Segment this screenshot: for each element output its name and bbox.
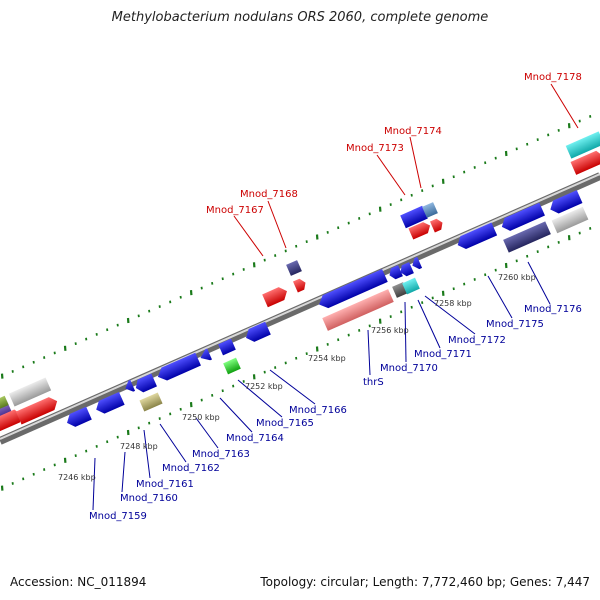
gene-arrow[interactable] — [286, 260, 302, 276]
scale-label: 7260 kbp — [498, 273, 536, 282]
scale-label: 7256 kbp — [371, 326, 409, 335]
scale-label: 7258 kbp — [434, 299, 472, 308]
gene-label[interactable]: Mnod_7159 — [89, 511, 147, 522]
forward-genes — [0, 131, 600, 432]
gene-arrow[interactable] — [262, 285, 290, 308]
gene-arrow[interactable] — [570, 149, 600, 175]
gene-arrow[interactable] — [139, 392, 163, 412]
gene-arrow[interactable] — [565, 131, 600, 159]
gene-arrow[interactable] — [133, 373, 157, 395]
scale-label: 7250 kbp — [182, 413, 220, 422]
gene-arrow[interactable] — [293, 277, 308, 293]
gene-arrow[interactable] — [0, 395, 9, 409]
scale-label: 7254 kbp — [308, 354, 346, 363]
reverse-gene-labels: Mnod_7159 Mnod_7160 Mnod_7161 Mnod_7162 … — [89, 304, 582, 522]
reverse-genes — [64, 190, 589, 429]
gene-arrow[interactable] — [243, 321, 271, 344]
gene-label[interactable]: Mnod_7178 — [524, 72, 582, 83]
gene-arrow[interactable] — [64, 406, 92, 429]
gene-label[interactable]: Mnod_7174 — [384, 126, 442, 137]
gene-label[interactable]: Mnod_7161 — [136, 479, 194, 490]
scale-labels: 7246 kbp 7248 kbp 7250 kbp 7252 kbp 7254… — [58, 273, 536, 482]
gene-label[interactable]: Mnod_7171 — [414, 349, 472, 360]
gene-arrow[interactable] — [410, 256, 423, 271]
gene-label[interactable]: Mnod_7175 — [486, 319, 544, 330]
gene-arrow[interactable] — [223, 357, 241, 375]
gene-arrow[interactable] — [93, 391, 125, 416]
gene-arrow[interactable] — [408, 220, 432, 240]
gene-arrow[interactable] — [398, 262, 414, 278]
gene-arrow[interactable] — [499, 202, 545, 234]
genome-summary-text: Topology: circular; Length: 7,772,460 bp… — [260, 575, 590, 589]
gene-arrow[interactable] — [155, 352, 201, 384]
gene-arrow[interactable] — [400, 205, 428, 229]
scale-label: 7246 kbp — [58, 473, 96, 482]
gene-arrow[interactable] — [316, 269, 388, 311]
gene-label[interactable]: Mnod_7165 — [256, 418, 314, 429]
gene-label[interactable]: Mnod_7163 — [192, 449, 250, 460]
gene-label[interactable]: Mnod_7173 — [346, 143, 404, 154]
gene-arrow[interactable] — [548, 190, 583, 216]
gene-arrow[interactable] — [0, 408, 24, 432]
gene-arrow[interactable] — [322, 289, 394, 331]
gene-label[interactable]: thrS — [363, 377, 384, 388]
gene-arrow[interactable] — [15, 395, 60, 425]
accession-text: Accession: NC_011894 — [10, 575, 147, 589]
gene-label[interactable]: Mnod_7176 — [524, 304, 582, 315]
gene-arrow[interactable] — [430, 217, 445, 233]
gene-arrow[interactable] — [198, 348, 212, 363]
forward-gene-labels: Mnod_7167 Mnod_7168 Mnod_7173 Mnod_7174 … — [206, 72, 582, 216]
gene-arrow[interactable] — [218, 338, 236, 356]
gene-arrow[interactable] — [387, 265, 403, 281]
gene-label[interactable]: Mnod_7172 — [448, 335, 506, 346]
genome-title: Methylobacterium nodulans ORS 2060, comp… — [111, 10, 489, 25]
gene-arrow[interactable] — [8, 377, 52, 407]
scale-label: 7248 kbp — [120, 442, 158, 451]
label-leaders — [92, 83, 579, 511]
genome-backbone — [0, 172, 600, 445]
gene-arrow[interactable] — [551, 206, 589, 234]
tick-row-lower — [0, 227, 592, 491]
gene-label[interactable]: Mnod_7162 — [162, 463, 220, 474]
gene-label[interactable]: Mnod_7164 — [226, 433, 284, 444]
gene-label[interactable]: Mnod_7166 — [289, 405, 347, 416]
gene-arrow[interactable] — [402, 277, 420, 295]
gene-arrow[interactable] — [455, 222, 498, 252]
gene-arrow[interactable] — [422, 202, 438, 218]
tick-row-upper — [0, 115, 592, 379]
gene-label[interactable]: Mnod_7160 — [120, 493, 178, 504]
gene-arrow[interactable] — [503, 221, 551, 253]
scale-label: 7252 kbp — [245, 382, 283, 391]
gene-arrow[interactable] — [123, 379, 136, 394]
gene-label[interactable]: Mnod_7167 — [206, 205, 264, 216]
gene-label[interactable]: Mnod_7170 — [380, 363, 438, 374]
gene-label[interactable]: Mnod_7168 — [240, 189, 298, 200]
